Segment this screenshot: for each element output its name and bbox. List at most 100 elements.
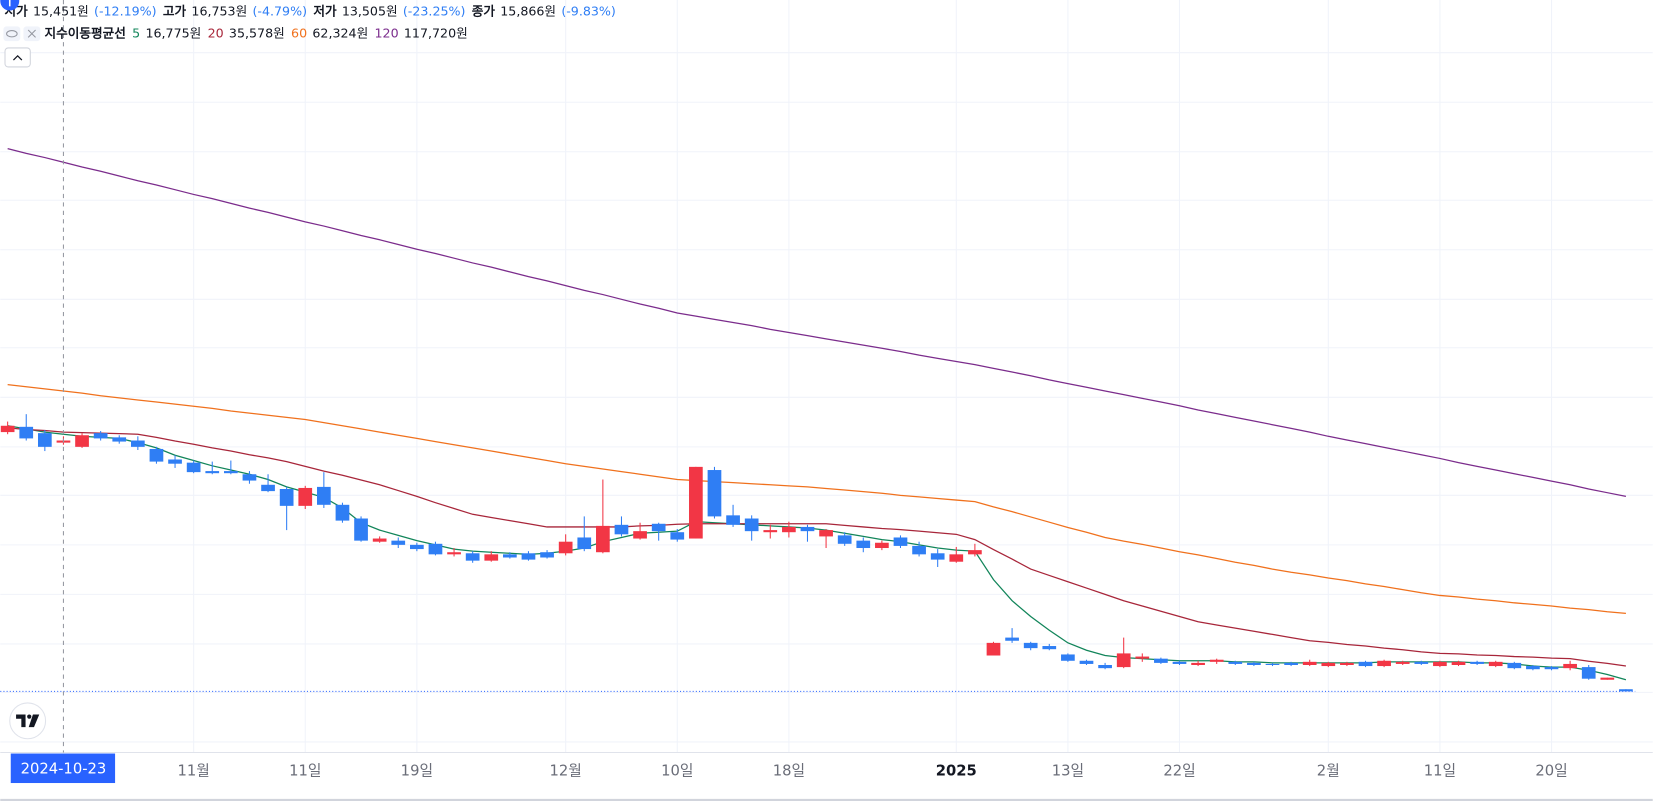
candle-body [1526, 666, 1540, 670]
candle-body [1116, 653, 1131, 668]
candle-body [317, 486, 331, 505]
x-tick-label: 22일 [1163, 762, 1195, 779]
candle-body [837, 535, 852, 544]
candle-body [1377, 660, 1391, 667]
x-tick-label: 10일 [661, 762, 693, 779]
candle-body [168, 459, 182, 464]
candle-body [1544, 667, 1559, 670]
candle-body [372, 538, 387, 542]
legend: 시가 15,451원 (-12.19%) 고가 16,753원 (-4.79%) 저가 13,… [4, 3, 615, 40]
indicator-period: 20 [208, 25, 224, 40]
eye-button[interactable] [3, 26, 21, 42]
candle-body [893, 537, 908, 546]
candle-body [1284, 662, 1298, 665]
crosshair-label: 2024-10-23 [21, 760, 107, 777]
candle-body [614, 524, 629, 535]
legend-change: (-23.25%) [403, 3, 466, 18]
candle-body [1265, 663, 1280, 665]
moving-average-line [7, 147, 1627, 497]
grid [0, 0, 1653, 753]
candle-body [1451, 661, 1466, 665]
candle-body [707, 470, 722, 517]
candle-body [633, 531, 647, 539]
collapse-icon [12, 54, 23, 61]
indicator-value: 117,720원 [404, 25, 468, 40]
candle-body [1061, 654, 1075, 661]
collapse-button[interactable] [4, 47, 31, 68]
legend-value: 15,866원 [500, 3, 556, 18]
candle-body [1600, 677, 1615, 680]
candle-body [1433, 661, 1447, 667]
eye-toggle[interactable] [3, 26, 21, 42]
candle-body [912, 545, 926, 555]
candle-body [949, 554, 964, 562]
indicator-period: 60 [291, 25, 307, 40]
candle-body [354, 518, 368, 541]
candle-body [503, 554, 517, 558]
indicator-period: 5 [132, 25, 140, 40]
candle-body [521, 553, 536, 560]
candle-body [1135, 656, 1150, 659]
candle-body [577, 537, 592, 550]
candle-body [1619, 689, 1633, 692]
candle-body [819, 530, 833, 537]
candle-body [670, 532, 685, 540]
indicator-value: 16,775원 [145, 25, 201, 40]
candle-body [484, 554, 499, 561]
crosshair-label-box [10, 753, 116, 784]
candle-body [782, 526, 796, 533]
candle-body [856, 540, 871, 549]
candle-body [391, 540, 406, 545]
candle-body [1042, 646, 1057, 650]
candle-body [540, 552, 554, 558]
candle-body [744, 518, 759, 532]
candle-body [410, 544, 424, 550]
candle-body [1228, 661, 1243, 664]
candle-body [596, 525, 610, 553]
candle-body [1005, 637, 1019, 641]
logo-shape [28, 714, 40, 728]
candle-body [428, 543, 443, 555]
candle-body [968, 550, 982, 555]
legend-value: 13,505원 [342, 3, 398, 18]
candle-body [335, 504, 350, 521]
plot [0, 147, 1636, 692]
candle-body [1470, 661, 1484, 664]
candle-body [1395, 661, 1410, 664]
x-tick-label: 11일 [1424, 762, 1456, 779]
candle-body [1358, 661, 1373, 667]
legend-change: (-4.79%) [252, 3, 307, 18]
remove-toggle[interactable] [23, 26, 41, 42]
candle-body [242, 474, 257, 481]
tv-logo[interactable] [9, 702, 47, 740]
logo-circle[interactable] [9, 702, 47, 740]
candle-body [186, 462, 201, 473]
remove-icon [27, 29, 36, 38]
candle-body [1172, 661, 1187, 664]
logo-dot [27, 714, 32, 719]
indicator-name: 지수이동평균선 [45, 25, 126, 40]
legend-key: 고가 [163, 3, 187, 18]
x-tick-label: 19일 [401, 762, 433, 779]
candle-body [447, 552, 461, 555]
candle-body [75, 435, 89, 447]
candle-body [0, 425, 15, 433]
candle-body [1023, 642, 1038, 649]
candle-body [1321, 662, 1336, 667]
candle-body [112, 437, 127, 442]
candle-body [800, 526, 815, 532]
collapse-toggle[interactable] [4, 47, 31, 68]
candle-body [1154, 658, 1168, 663]
x-tick-label: 18일 [773, 762, 805, 779]
candle-body [1340, 662, 1354, 665]
moving-average-line [7, 427, 1627, 667]
candle-body [298, 487, 313, 506]
eye-icon [6, 30, 18, 38]
candle-body [763, 530, 778, 533]
candle-body [1414, 661, 1429, 664]
indicator-period: 120 [375, 25, 399, 40]
candle-body [1507, 662, 1522, 669]
x-tick-label: 11일 [289, 762, 321, 779]
